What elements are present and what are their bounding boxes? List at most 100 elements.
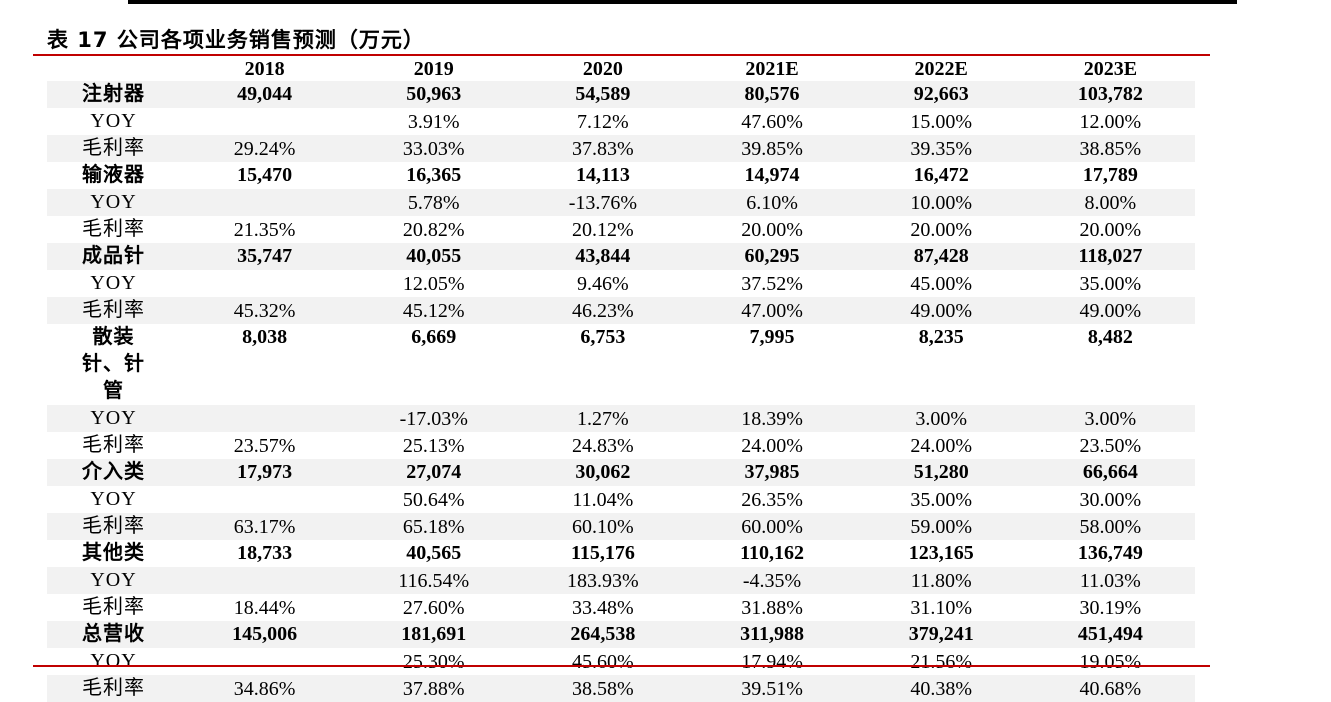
value-cell: 50,963: [349, 81, 519, 108]
value-cell: 40,565: [406, 542, 462, 564]
value-cell: 17.94%: [741, 650, 803, 673]
table-row: 毛利率 29.24% 33.03% 37.83% 39.85% 39.35% 38.85%: [47, 135, 1195, 162]
value-cell: 6,669: [411, 326, 457, 348]
value-cell: 7.12%: [577, 110, 629, 133]
value-cell: 12.05%: [402, 272, 465, 295]
value-cell: 33.03%: [349, 135, 519, 162]
table-row: YOY 50.64% 11.04% 26.35% 35.00% 30.00%: [47, 486, 1195, 513]
table-row: YOY 3.91% 7.12% 47.60% 15.00% 12.00%: [47, 108, 1195, 135]
value-cell: 451,494: [1025, 621, 1195, 648]
value-cell: 3.00%: [856, 405, 1026, 432]
value-cell: 18.44%: [233, 596, 296, 619]
table-row: YOY 12.05% 9.46% 37.52% 45.00% 35.00%: [47, 270, 1195, 297]
label-text: 毛利率: [82, 137, 145, 159]
value-cell: 25.13%: [402, 434, 465, 457]
value-cell: 39.85%: [687, 135, 857, 162]
value-cell: 14,974: [744, 164, 800, 186]
value-cell: 116.54%: [349, 567, 519, 594]
value-cell: 5.78%: [349, 189, 519, 216]
value-cell: 24.00%: [741, 434, 803, 457]
value-cell: 50.64%: [402, 488, 465, 511]
value-cell: 379,241: [856, 621, 1026, 648]
table-body: 注射器 49,044 50,963 54,589 80,576 92,663 103,782…: [47, 81, 1195, 702]
value-cell: -4.35%: [687, 567, 857, 594]
value-cell: 49.00%: [856, 297, 1026, 324]
forecast-table: 2018 2019 2020 2021E 2022E 2023E 注射器 49,044 50,…: [47, 57, 1195, 702]
value-cell: 8,038: [242, 326, 288, 348]
top-rule: [33, 54, 1210, 56]
value-cell: 35.00%: [910, 488, 973, 511]
value-cell: 3.91%: [407, 110, 460, 133]
value-cell: 49,044: [180, 81, 350, 108]
label-text: YOY: [90, 569, 137, 591]
label-text: 成品针: [82, 245, 145, 267]
value-cell: 46.23%: [518, 297, 688, 324]
page: 表 17 公司各项业务销售预测（万元） 2018 2019 2020 2021E 202…: [33, 0, 1237, 702]
table-row: 散装针、针管 8,038 6,669 6,753 7,995 8,235 8,482: [47, 324, 1195, 405]
value-cell: 6.10%: [687, 189, 857, 216]
row-label: 成品针: [47, 243, 180, 270]
value-cell: 45.00%: [910, 272, 973, 295]
value-cell: 20.12%: [572, 218, 634, 241]
value-cell: 60,295: [687, 243, 857, 270]
label-text: 毛利率: [82, 218, 145, 240]
label-text: YOY: [90, 407, 137, 429]
table-row: 毛利率 21.35% 20.82% 20.12% 20.00% 20.00% 20.00%: [47, 216, 1195, 243]
value-cell: 40.68%: [1025, 675, 1195, 702]
table-row: YOY -17.03% 1.27% 18.39% 3.00% 3.00%: [47, 405, 1195, 432]
header-row: 2018 2019 2020 2021E 2022E 2023E: [47, 57, 1195, 81]
value-cell: 35,747: [180, 243, 350, 270]
row-label: 毛利率: [47, 432, 180, 459]
value-cell: 31.10%: [910, 596, 973, 619]
value-cell: 31.88%: [741, 596, 803, 619]
row-label: 输液器: [47, 162, 180, 189]
value-cell: 8.00%: [1025, 189, 1195, 216]
table-row: 介入类 17,973 27,074 30,062 37,985 51,280 66,664: [47, 459, 1195, 486]
value-cell: 49.00%: [1025, 297, 1195, 324]
row-label: 毛利率: [47, 675, 180, 702]
label-text: 毛利率: [82, 515, 145, 537]
value-cell: 264,538: [518, 621, 688, 648]
value-cell: 37,985: [687, 459, 857, 486]
value-cell: 118,027: [1025, 243, 1195, 270]
value-cell: 17,789: [1082, 164, 1138, 186]
value-cell: 51,280: [856, 459, 1026, 486]
value-cell: 26.35%: [741, 488, 803, 511]
row-label: 介入类: [47, 459, 180, 486]
table-row: 成品针 35,747 40,055 43,844 60,295 87,428 118,027: [47, 243, 1195, 270]
table-row: YOY 5.78% -13.76% 6.10% 10.00% 8.00%: [47, 189, 1195, 216]
value-cell: [180, 648, 349, 675]
row-label: 毛利率: [47, 135, 180, 162]
value-cell: 47.60%: [741, 110, 803, 133]
value-cell: 40.38%: [856, 675, 1026, 702]
value-cell: 123,165: [908, 542, 974, 564]
table-row: 毛利率 34.86% 37.88% 38.58% 39.51% 40.38% 40.68%: [47, 675, 1195, 702]
value-cell: 27,074: [349, 459, 519, 486]
value-cell: 20.00%: [910, 218, 973, 241]
value-cell: [180, 567, 350, 594]
value-cell: 30.00%: [1079, 488, 1142, 511]
value-cell: 35.00%: [1079, 272, 1142, 295]
header-cell: 2019: [413, 58, 454, 80]
value-cell: [180, 486, 349, 513]
label-text: 毛利率: [82, 299, 145, 321]
table-row: 注射器 49,044 50,963 54,589 80,576 92,663 103,782: [47, 81, 1195, 108]
label-text: 注射器: [82, 83, 145, 105]
row-label: 毛利率: [47, 297, 180, 324]
table-row: 其他类 18,733 40,565 115,176 110,162 123,165 136,…: [47, 540, 1195, 567]
value-cell: 30,062: [518, 459, 688, 486]
value-cell: 27.60%: [402, 596, 465, 619]
value-cell: 1.27%: [518, 405, 688, 432]
value-cell: 23.57%: [233, 434, 296, 457]
value-cell: 21.56%: [910, 650, 973, 673]
value-cell: 20.00%: [1079, 218, 1142, 241]
value-cell: 23.50%: [1079, 434, 1142, 457]
table-row: 毛利率 18.44% 27.60% 33.48% 31.88% 31.10% 30.19%: [47, 594, 1195, 621]
row-label: 其他类: [47, 540, 180, 567]
row-label: 总营收: [47, 621, 180, 648]
row-label: YOY: [47, 108, 180, 135]
value-cell: 20.00%: [741, 218, 803, 241]
value-cell: 9.46%: [577, 272, 629, 295]
value-cell: 45.60%: [572, 650, 634, 673]
value-cell: 181,691: [349, 621, 519, 648]
